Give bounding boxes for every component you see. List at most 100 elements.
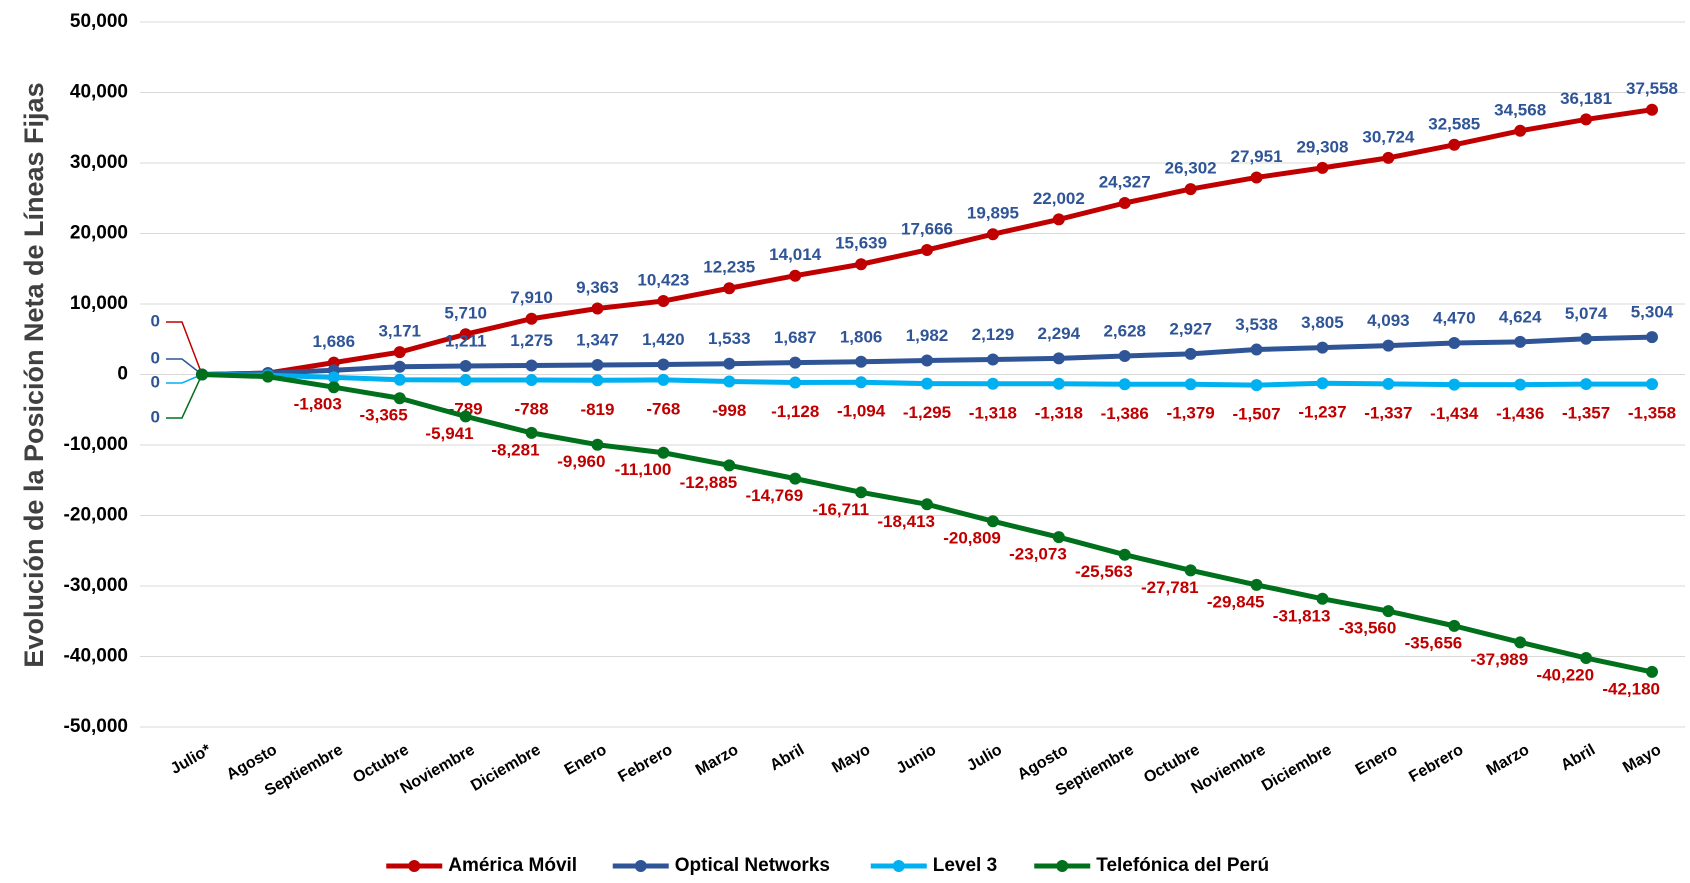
- data-label: 0: [151, 348, 160, 367]
- x-tick-label: Mayo: [829, 741, 873, 776]
- data-label: -788: [515, 400, 549, 419]
- data-point: [657, 358, 670, 371]
- data-label: 2,628: [1103, 321, 1146, 340]
- y-tick-label: 0: [117, 364, 128, 385]
- data-label: 15,639: [835, 234, 887, 253]
- data-point: [1514, 378, 1527, 391]
- y-tick-label: -30,000: [64, 575, 128, 596]
- legend-label: Optical Networks: [675, 855, 830, 876]
- data-point: [855, 486, 868, 499]
- data-label: -1,295: [903, 403, 951, 422]
- data-label: 19,895: [967, 204, 1019, 223]
- data-point: [327, 381, 340, 394]
- data-point: [261, 370, 274, 383]
- leader-line: [166, 373, 203, 384]
- data-point: [459, 359, 472, 372]
- data-label: -23,073: [1009, 545, 1067, 564]
- data-label: 10,423: [637, 271, 689, 290]
- data-label: -5,941: [425, 424, 473, 443]
- x-tick-label: Febrero: [615, 741, 675, 786]
- data-point: [986, 515, 999, 528]
- legend-marker: [892, 860, 905, 872]
- data-point: [986, 228, 999, 241]
- data-label: -3,365: [360, 406, 408, 425]
- data-label: 0: [151, 311, 160, 330]
- data-label: 32,585: [1428, 114, 1480, 133]
- data-label: -1,803: [294, 395, 342, 414]
- y-tick-label: -50,000: [64, 716, 128, 737]
- data-point: [1448, 619, 1461, 632]
- legend-label: Level 3: [933, 855, 997, 876]
- data-point: [591, 374, 604, 387]
- data-label: 36,181: [1560, 89, 1612, 108]
- data-point: [921, 498, 933, 511]
- data-point: [789, 472, 802, 485]
- data-point: [1580, 113, 1593, 126]
- data-point: [393, 392, 406, 405]
- data-label: -1,386: [1101, 404, 1149, 423]
- legend-marker: [634, 860, 647, 872]
- data-point: [1118, 548, 1131, 561]
- data-point: [1250, 379, 1263, 392]
- leader-line: [166, 321, 203, 375]
- data-point: [1514, 124, 1527, 137]
- data-label: -1,128: [771, 402, 819, 421]
- data-point: [1316, 377, 1329, 390]
- data-point: [657, 373, 670, 386]
- data-label: -1,318: [1035, 403, 1083, 422]
- x-tick-label: Mayo: [1620, 741, 1664, 776]
- data-point: [1646, 665, 1658, 678]
- data-label: -14,769: [746, 486, 804, 505]
- x-tick-label: Enero: [1353, 741, 1401, 779]
- data-label: 1,211: [445, 331, 487, 350]
- data-point: [1580, 378, 1593, 391]
- data-label: -1,436: [1496, 404, 1544, 423]
- data-point: [657, 446, 670, 459]
- data-label: -1,507: [1232, 405, 1280, 424]
- data-point: [591, 359, 604, 372]
- data-label: -42,180: [1602, 679, 1660, 698]
- data-label: 3,805: [1301, 313, 1344, 332]
- x-tick-label: Junio: [894, 741, 940, 777]
- data-label: 3,538: [1235, 315, 1278, 334]
- data-label: 5,074: [1565, 304, 1608, 323]
- data-label: 7,910: [510, 288, 553, 307]
- leader-line: [166, 358, 203, 376]
- data-point: [1646, 331, 1658, 344]
- data-label: -1,318: [969, 403, 1017, 422]
- data-label: -20,809: [943, 529, 1001, 548]
- data-label: -1,094: [837, 402, 886, 421]
- x-tick-label: Julio: [964, 741, 1005, 775]
- data-label: -9,960: [557, 452, 605, 471]
- data-point: [1382, 377, 1395, 390]
- data-label: 1,420: [642, 330, 685, 349]
- legend-label: América Móvil: [448, 855, 577, 876]
- data-label: 22,002: [1033, 189, 1085, 208]
- data-point: [1184, 347, 1197, 360]
- data-point: [789, 269, 802, 282]
- data-point: [1448, 378, 1461, 391]
- x-tick-label: Abril: [767, 741, 807, 774]
- x-tick-label: Marzo: [693, 741, 742, 779]
- data-point: [1646, 103, 1658, 116]
- data-point: [1118, 378, 1131, 391]
- data-point: [393, 346, 406, 359]
- data-point: [1250, 578, 1263, 591]
- data-label: 2,294: [1038, 324, 1081, 343]
- data-label: -1,358: [1628, 404, 1676, 423]
- data-label: -8,281: [491, 440, 539, 459]
- data-label: 12,235: [703, 258, 755, 277]
- data-point: [525, 426, 538, 439]
- x-tick-label: Abril: [1558, 741, 1598, 774]
- data-point: [1448, 138, 1461, 151]
- data-point: [393, 360, 406, 373]
- data-point: [1052, 531, 1065, 544]
- data-point: [525, 312, 538, 325]
- data-point: [327, 371, 340, 384]
- data-point: [1250, 343, 1263, 356]
- data-label: -35,656: [1405, 633, 1463, 652]
- data-label: -37,989: [1471, 650, 1529, 669]
- data-label: 2,927: [1169, 319, 1212, 338]
- data-point: [855, 355, 868, 368]
- y-tick-label: -10,000: [64, 434, 128, 455]
